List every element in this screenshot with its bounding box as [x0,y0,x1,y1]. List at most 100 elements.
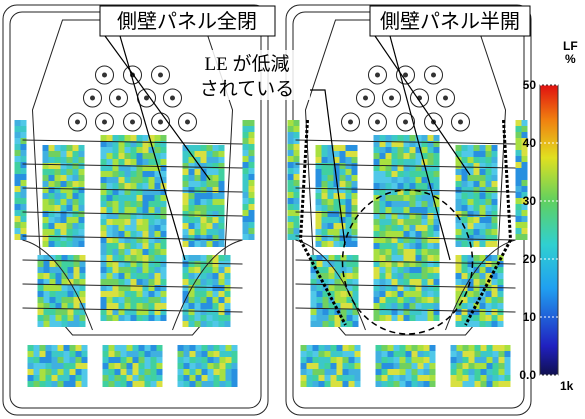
heat-cell [427,207,434,213]
heat-cell [219,351,226,357]
heat-cell [385,177,392,183]
heat-cell [322,273,329,279]
heat-cell [385,189,392,195]
heat-cell [194,151,201,157]
heat-cell [351,217,358,223]
heat-cell [379,303,386,309]
heat-cell [118,273,125,279]
heat-cell [373,147,380,153]
heat-cell [293,210,300,216]
heat-cell [473,303,480,309]
heat-cell [126,351,133,357]
heat-cell [321,157,328,163]
heat-cell [81,363,88,369]
heat-cell [118,153,125,159]
heat-cell [136,213,143,219]
heat-cell [385,135,392,141]
heat-cell [467,187,474,193]
heat-cell [242,144,249,150]
heat-cell [148,267,155,273]
heat-cell [142,219,149,225]
heat-cell [42,217,49,223]
heat-cell [417,351,424,357]
heat-cell [106,201,113,207]
heat-cell [327,241,334,247]
heat-cell [200,309,207,315]
heat-cell [100,171,107,177]
heat-cell [293,228,300,234]
heat-cell [61,267,68,273]
heat-cell [112,261,119,267]
heat-cell [118,243,125,249]
heat-cell [334,279,341,285]
heat-cell [405,381,412,387]
heat-cell [154,279,161,285]
heat-cell [73,285,80,291]
heat-cell [242,168,249,174]
heat-cell [485,151,492,157]
heat-cell [72,151,79,157]
heat-cell [354,381,361,387]
heat-cell [461,169,468,175]
heat-cell [142,315,149,321]
colorbar-tick-label: 40 [523,136,537,150]
heat-cell [20,180,27,186]
heat-cell [310,321,317,327]
heat-cell [78,151,85,157]
heat-cell [287,228,294,234]
heat-cell [213,357,220,363]
heat-cell [455,321,462,327]
heat-cell [385,267,392,273]
heat-cell [321,223,328,229]
heat-cell [136,315,143,321]
heat-cell [352,297,359,303]
heat-cell [403,165,410,171]
heat-cell [248,126,255,132]
heat-cell [14,174,21,180]
heat-cell [327,151,334,157]
heat-cell [160,309,167,315]
heat-cell [37,261,44,267]
heat-cell [213,351,220,357]
heat-cell [194,187,201,193]
heat-cell [375,369,382,375]
heat-cell [112,207,119,213]
heat-cell [218,303,225,309]
heat-cell [160,231,167,237]
heat-cell [183,381,190,387]
heat-cell [112,291,119,297]
heat-cell [118,141,125,147]
heat-cell [224,291,231,297]
heat-cell [108,381,115,387]
seat-dot [458,119,463,125]
heat-cell [200,255,207,261]
heat-cell [455,187,462,193]
heat-cell [55,303,62,309]
heat-cell [387,363,394,369]
heat-cell [287,120,294,126]
heat-cell [391,309,398,315]
heat-cell [66,205,73,211]
heat-cell [391,219,398,225]
heat-cell [429,357,436,363]
heat-cell [124,243,131,249]
heat-cell [515,180,522,186]
heat-cell [219,381,226,387]
heat-cell [321,181,328,187]
heat-cell [479,181,486,187]
heat-cell [160,219,167,225]
heat-cell [150,357,157,363]
heat-cell [43,309,50,315]
heat-cell [293,180,300,186]
heat-cell [327,169,334,175]
heat-cell [379,231,386,237]
heat-cell [188,217,195,223]
heat-cell [415,303,422,309]
heat-cell [182,193,189,199]
heat-cell [455,309,462,315]
heat-cell [339,235,346,241]
heat-cell [315,151,322,157]
heat-cell [379,261,386,267]
heat-cell [293,156,300,162]
heat-cell [391,243,398,249]
